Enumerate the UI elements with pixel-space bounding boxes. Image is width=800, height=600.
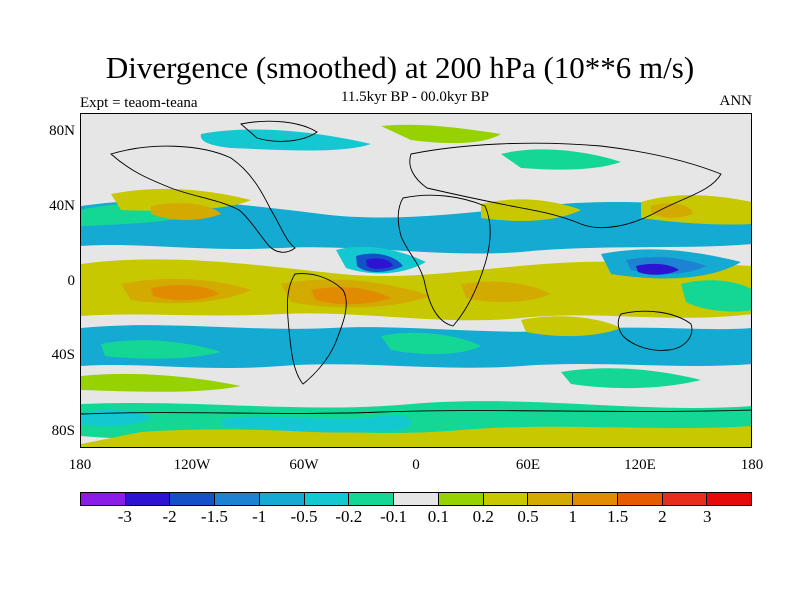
colorbar-box [349,493,395,505]
colorbar-box [707,493,752,505]
colorbar-box [662,493,708,505]
colorbar-box [259,493,305,505]
lon-label-120e: 120E [624,457,656,473]
colorbar-box [215,493,260,505]
coastlines [81,120,751,415]
colorbar-box [81,493,126,505]
field-tropics [81,246,751,321]
colorbar-box [573,493,618,505]
greenland-outline [240,120,318,142]
antarctica-outline [81,409,751,415]
colorbar-box [394,493,439,505]
colorbar-tick-label: 2 [658,507,667,526]
lat-label-80n: 80N [49,123,75,139]
colorbar-box [304,493,350,505]
colorbar-box [438,493,484,505]
colorbar-tick-label: -0.5 [290,507,318,526]
colorbar-tick-label: 0.1 [427,507,450,526]
lon-label-120w: 120W [173,457,211,473]
colorbar-tick-label: -1 [252,507,267,526]
lat-label-40n: 40N [49,198,75,214]
lon-label-60w: 60W [289,457,319,473]
colorbar-tick-label: 0.5 [517,507,539,526]
lat-label-80s: 80S [51,423,75,439]
lat-label-0: 0 [67,273,76,289]
australia-outline [617,310,693,351]
lon-label-60e: 60E [515,457,541,473]
field-north-midlat [81,188,751,289]
colorbar-tick-label: -0.2 [335,507,363,526]
colorbar-tick-label: -1.5 [200,507,228,526]
divergence-map [81,114,751,447]
plot-subtitle: 11.5kyr BP - 00.0kyr BP [340,89,490,105]
field-south-midlat [81,316,751,392]
colorbar-box [528,493,574,505]
map-panel [80,113,752,448]
plot-title: Divergence (smoothed) at 200 hPa (10**6 … [105,50,695,85]
colorbar [80,492,752,506]
colorbar-box [125,493,171,505]
colorbar-tick-label: -2 [162,507,177,526]
colorbar-tick-label: 1 [568,507,578,526]
colorbar-tick-label: 0.2 [472,507,494,526]
experiment-label: Expt = teaom-teana [80,95,198,111]
colorbar-box [483,493,529,505]
lon-label-180e: 180 [740,457,764,473]
colorbar-tick-label: 3 [702,507,712,526]
colorbar-box [617,493,663,505]
colorbar-tick-label: -0.1 [380,507,408,526]
lon-label-0: 0 [412,457,420,473]
africa-outline [397,194,491,327]
colorbar-tick-label: 1.5 [606,507,629,526]
period-label: ANN [719,93,753,109]
eurasia-outline [409,142,722,229]
south-america-outline [286,273,347,385]
lat-label-40s: 40S [51,347,75,363]
north-america-outline [110,145,296,253]
colorbar-box [170,493,216,505]
colorbar-tick-label: -3 [117,507,132,526]
lon-label-180w: 180 [68,457,92,473]
